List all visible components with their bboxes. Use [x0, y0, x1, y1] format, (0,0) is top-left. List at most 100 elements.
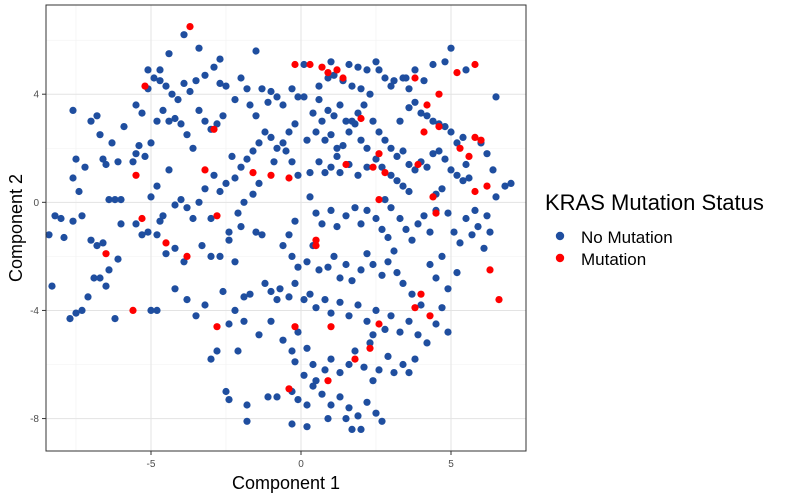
data-point — [264, 98, 272, 106]
data-point — [201, 185, 209, 193]
data-point — [138, 109, 146, 117]
data-point — [192, 312, 200, 320]
data-point — [96, 131, 104, 139]
data-point — [225, 320, 233, 328]
data-point — [435, 90, 443, 98]
data-point — [180, 31, 188, 39]
series-1 — [102, 23, 503, 393]
data-point — [381, 196, 389, 204]
data-point — [438, 304, 446, 312]
data-point — [213, 323, 221, 331]
data-point — [306, 193, 314, 201]
data-point — [333, 66, 341, 74]
data-point — [270, 158, 278, 166]
data-point — [210, 171, 218, 179]
data-point — [468, 231, 476, 239]
data-point — [363, 66, 371, 74]
data-point — [423, 101, 431, 109]
data-point — [420, 128, 428, 136]
data-point — [195, 106, 203, 114]
data-point — [369, 377, 377, 385]
data-point — [333, 223, 341, 231]
data-point — [339, 74, 347, 82]
data-point — [279, 101, 287, 109]
data-point — [153, 182, 161, 190]
data-point — [288, 347, 296, 355]
data-point — [399, 147, 407, 155]
y-tick-label: 4 — [33, 90, 39, 101]
data-point — [249, 147, 257, 155]
data-point — [225, 396, 233, 404]
data-point — [354, 412, 362, 420]
data-point — [291, 217, 299, 225]
data-point — [81, 163, 89, 171]
legend-key-no-mutation — [555, 231, 565, 241]
data-point — [372, 155, 380, 163]
data-point — [141, 152, 149, 160]
data-point — [399, 360, 407, 369]
data-point — [372, 409, 380, 417]
legend-key-mutation — [555, 253, 565, 263]
data-point — [399, 182, 407, 190]
data-point — [336, 101, 344, 109]
data-point — [372, 58, 380, 66]
data-point — [414, 331, 422, 339]
data-point — [147, 139, 155, 147]
data-point — [378, 271, 386, 279]
data-point — [318, 220, 326, 228]
data-point — [429, 117, 437, 125]
data-point — [201, 301, 209, 309]
data-point — [384, 258, 392, 266]
data-point — [486, 266, 494, 274]
data-point — [327, 206, 335, 214]
data-point — [69, 174, 77, 182]
data-point — [246, 290, 254, 298]
data-point — [216, 55, 224, 63]
data-point — [225, 228, 233, 236]
data-point — [189, 144, 197, 152]
data-point — [492, 93, 500, 101]
data-point — [153, 231, 161, 239]
data-point — [291, 358, 299, 366]
data-point — [324, 69, 332, 77]
data-point — [294, 93, 302, 101]
data-point — [261, 128, 269, 136]
data-point — [243, 155, 251, 163]
data-point — [279, 242, 287, 250]
data-point — [198, 242, 206, 250]
data-point — [99, 239, 107, 247]
data-point — [234, 209, 242, 217]
data-point — [306, 169, 314, 177]
data-point — [459, 177, 467, 185]
data-point — [303, 136, 311, 144]
data-point — [375, 366, 383, 374]
data-point — [375, 320, 383, 328]
data-point — [315, 158, 323, 166]
data-point — [222, 387, 230, 396]
data-point — [141, 82, 149, 90]
data-point — [312, 377, 320, 385]
data-point — [255, 139, 263, 147]
data-point — [162, 82, 170, 90]
data-point — [288, 158, 296, 166]
data-point — [201, 71, 209, 79]
data-point — [231, 258, 239, 266]
data-point — [471, 60, 479, 69]
data-point — [426, 312, 434, 320]
data-point — [147, 193, 155, 201]
data-point — [93, 112, 101, 120]
data-point — [177, 120, 185, 128]
data-point — [300, 93, 308, 101]
data-point — [408, 290, 416, 298]
data-point — [324, 106, 332, 114]
data-point — [267, 87, 275, 96]
data-point — [369, 260, 377, 269]
data-point — [219, 287, 227, 296]
data-point — [327, 163, 335, 171]
data-point — [102, 282, 110, 290]
x-tick-label: 0 — [298, 459, 304, 470]
data-point — [411, 66, 419, 74]
data-point — [336, 169, 344, 177]
data-point — [183, 204, 191, 212]
data-point — [216, 187, 224, 196]
